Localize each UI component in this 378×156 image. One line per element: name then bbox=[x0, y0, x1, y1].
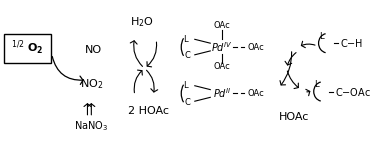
Text: OAc: OAc bbox=[247, 43, 264, 51]
Text: NO: NO bbox=[85, 45, 102, 55]
Text: H$_2$O: H$_2$O bbox=[130, 15, 153, 29]
Text: Pd$^{IV}$: Pd$^{IV}$ bbox=[211, 40, 232, 54]
Text: L: L bbox=[183, 81, 187, 90]
Text: OAc: OAc bbox=[214, 21, 230, 30]
Text: OAc: OAc bbox=[214, 62, 230, 71]
Text: Pd$^{II}$: Pd$^{II}$ bbox=[213, 87, 231, 100]
Text: C: C bbox=[184, 51, 190, 60]
Text: 2 HOAc: 2 HOAc bbox=[128, 106, 169, 116]
Text: L: L bbox=[319, 32, 324, 41]
Text: HOAc: HOAc bbox=[279, 112, 310, 122]
Text: C$-$H: C$-$H bbox=[340, 37, 363, 49]
Text: OAc: OAc bbox=[247, 89, 264, 98]
Text: C$-$OAc: C$-$OAc bbox=[335, 85, 371, 98]
FancyBboxPatch shape bbox=[4, 34, 51, 63]
Text: NO$_2$: NO$_2$ bbox=[80, 77, 103, 91]
Text: C: C bbox=[184, 98, 190, 107]
Text: L: L bbox=[314, 80, 319, 89]
Text: NaNO$_3$: NaNO$_3$ bbox=[74, 119, 108, 133]
Text: $^{1/2}$ $\mathbf{O_2}$: $^{1/2}$ $\mathbf{O_2}$ bbox=[11, 39, 44, 57]
Text: L: L bbox=[183, 35, 187, 44]
